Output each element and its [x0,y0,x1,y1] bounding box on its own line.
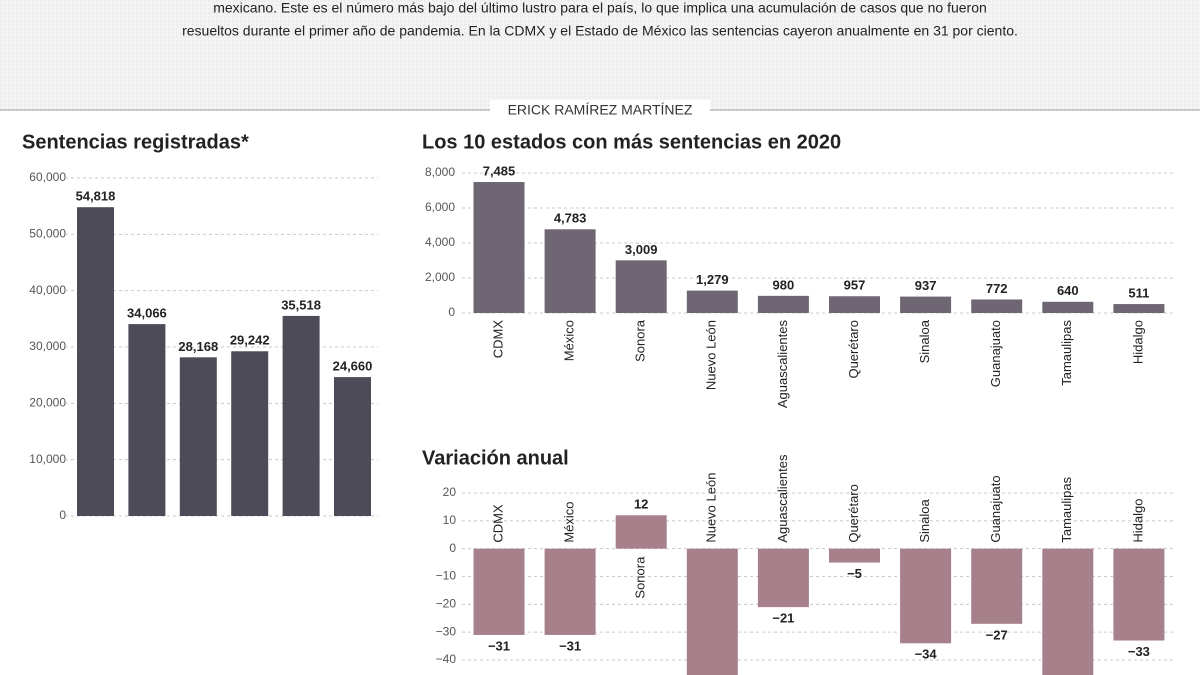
y-tick-label: 0 [59,508,66,522]
x-tick-label: Tamaulipas [1059,476,1074,542]
value-label: 24,660 [333,359,373,374]
x-tick-label: Aguascalientes [775,454,790,543]
y-tick-label: 0 [449,541,456,555]
value-label: 7,485 [483,163,516,178]
bar [615,515,667,549]
chart-title: Los 10 estados con más sentencias en 202… [422,131,841,153]
bar [900,548,952,644]
x-tick-label: Querétaro [846,320,861,379]
value-label: 957 [844,278,866,293]
bar [686,548,738,675]
value-label: 54,818 [76,189,116,204]
x-tick-label: Sinaloa [917,499,932,543]
chart-title: Sentencias registradas* [22,131,249,153]
x-tick-label: Aguascalientes [775,320,790,409]
value-label: −34 [915,647,938,662]
value-label: 12 [634,497,648,512]
value-label: −31 [559,638,581,653]
value-label: −31 [488,638,510,653]
bar [179,357,217,516]
x-tick-label: Hidalgo [1130,320,1145,364]
bar [900,296,952,313]
bar [829,548,880,563]
value-label: 3,009 [625,242,658,257]
bar [128,324,166,516]
bar [615,260,667,313]
value-label: 980 [773,277,795,292]
value-label: 4,783 [554,211,587,226]
bar [757,295,809,313]
x-tick-label: Tamaulipas [1059,320,1074,386]
value-label: −27 [986,627,1008,642]
bar [1042,548,1094,675]
y-tick-label: 10 [443,513,457,527]
x-tick-label: CDMX [490,320,505,359]
bar [1113,548,1165,641]
y-tick-label: −30 [436,624,457,638]
y-tick-label: 0 [448,305,455,319]
bar [1113,304,1165,313]
value-label: −33 [1128,644,1150,659]
value-label: −21 [772,611,794,626]
x-tick-label: Nuevo León [704,320,719,390]
y-tick-label: 6,000 [425,200,455,214]
y-tick-label: 10,000 [29,452,66,466]
value-label: 937 [915,278,937,293]
x-tick-label: México [562,320,577,361]
bar [971,299,1023,313]
y-tick-label: 4,000 [425,235,455,249]
chart-title: Variación anual [422,447,569,469]
header-background [0,0,1200,110]
x-tick-label: Sonora [633,556,648,599]
bar [282,315,320,516]
x-tick-label: México [562,501,577,542]
value-label: 1,279 [696,272,729,287]
value-label: −5 [847,566,862,581]
x-tick-label: Hidalgo [1130,499,1145,543]
y-tick-label: 20,000 [29,396,66,410]
bar [473,182,525,313]
value-label: 34,066 [127,306,167,321]
bar [334,377,371,516]
bar [829,296,880,313]
value-label: 29,242 [230,333,270,348]
value-label: 28,168 [178,339,218,354]
value-label: 772 [986,281,1008,296]
bar [473,548,525,635]
x-tick-label: CDMX [490,504,505,543]
y-tick-label: −10 [436,569,457,583]
bar [77,207,114,516]
byline-background [490,100,710,122]
y-tick-label: 8,000 [425,165,455,179]
y-tick-label: 60,000 [29,170,66,184]
bar [544,229,596,313]
x-tick-label: Sonora [633,319,648,362]
x-tick-label: Querétaro [846,484,861,543]
x-tick-label: Sinaloa [917,319,932,363]
x-tick-label: Nuevo León [704,473,719,543]
value-label: 35,518 [281,297,321,312]
byline: ERICK RAMÍREZ MARTÍNEZ [508,102,693,118]
intro-line: resueltos durante el primer año de pande… [182,23,1018,39]
y-tick-label: 2,000 [425,270,455,284]
y-tick-label: 40,000 [29,283,66,297]
value-label: 511 [1128,285,1149,300]
y-tick-label: 30,000 [29,339,66,353]
y-tick-label: −20 [436,597,457,611]
y-tick-label: −40 [436,652,457,666]
y-tick-label: 50,000 [29,227,66,241]
y-tick-label: 20 [443,485,457,499]
bar [971,548,1023,624]
bar [231,351,269,516]
intro-line: mexicano. Este es el número más bajo del… [213,0,987,16]
bar [544,548,596,635]
bar [686,290,738,313]
x-tick-label: Guanajuato [988,320,1003,387]
bar [757,548,809,608]
value-label: 640 [1057,283,1079,298]
x-tick-label: Guanajuato [988,475,1003,542]
bar [1042,301,1094,313]
